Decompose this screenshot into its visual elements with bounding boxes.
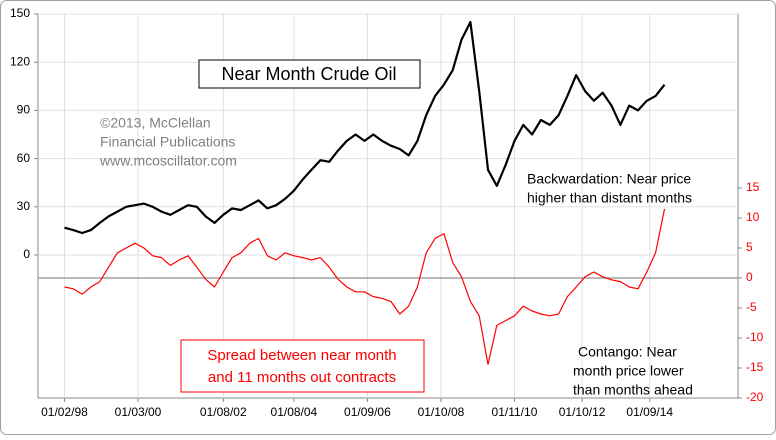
x-tick-label: 01/03/00 xyxy=(115,405,162,419)
x-tick-label: 01/08/04 xyxy=(271,405,318,419)
annotation: and 11 months out contracts xyxy=(208,369,396,386)
y2-tick-label: 5 xyxy=(746,240,753,254)
y-tick-label: 120 xyxy=(10,54,30,68)
x-tick-label: 01/02/98 xyxy=(41,405,88,419)
y-tick-label: 150 xyxy=(10,6,30,20)
y-tick-label: 30 xyxy=(17,199,31,213)
y2-tick-label: 15 xyxy=(746,180,760,194)
y-tick-label: 90 xyxy=(17,103,31,117)
y2-tick-label: -20 xyxy=(746,390,764,404)
annotation: month price lower xyxy=(573,363,684,379)
y2-tick-label: -5 xyxy=(746,300,757,314)
y2-tick-label: 10 xyxy=(746,210,760,224)
annotation: Contango: Near xyxy=(578,344,677,360)
spread-box xyxy=(180,339,425,393)
series-line xyxy=(64,20,666,235)
x-tick-label: 01/11/10 xyxy=(492,405,538,419)
x-tick-label: 01/10/08 xyxy=(418,405,465,419)
y-tick-label: 0 xyxy=(23,247,30,261)
annotation: Backwardation: Near price xyxy=(527,171,691,187)
x-tick-label: 01/08/02 xyxy=(200,405,247,419)
copyright: ©2013, McClellan xyxy=(100,115,211,131)
annotation: than months ahead xyxy=(573,382,693,398)
copyright: www.mcoscillator.com xyxy=(99,153,237,169)
y2-tick-label: 0 xyxy=(746,270,753,284)
annotation: Spread between near month xyxy=(207,347,396,364)
y-tick-label: 60 xyxy=(17,151,31,165)
title-box xyxy=(198,59,421,89)
x-tick-label: 01/09/06 xyxy=(344,405,391,419)
y2-tick-label: -15 xyxy=(746,360,764,374)
chart-title: Near Month Crude Oil xyxy=(221,64,396,84)
copyright: Financial Publications xyxy=(100,134,235,150)
lines xyxy=(64,20,666,365)
y2-tick-label: -10 xyxy=(746,330,764,344)
series-line xyxy=(64,208,666,365)
x-tick-label: 01/10/12 xyxy=(559,405,606,419)
annotation: higher than distant months xyxy=(527,190,692,206)
x-tick-label: 01/09/14 xyxy=(626,405,673,419)
